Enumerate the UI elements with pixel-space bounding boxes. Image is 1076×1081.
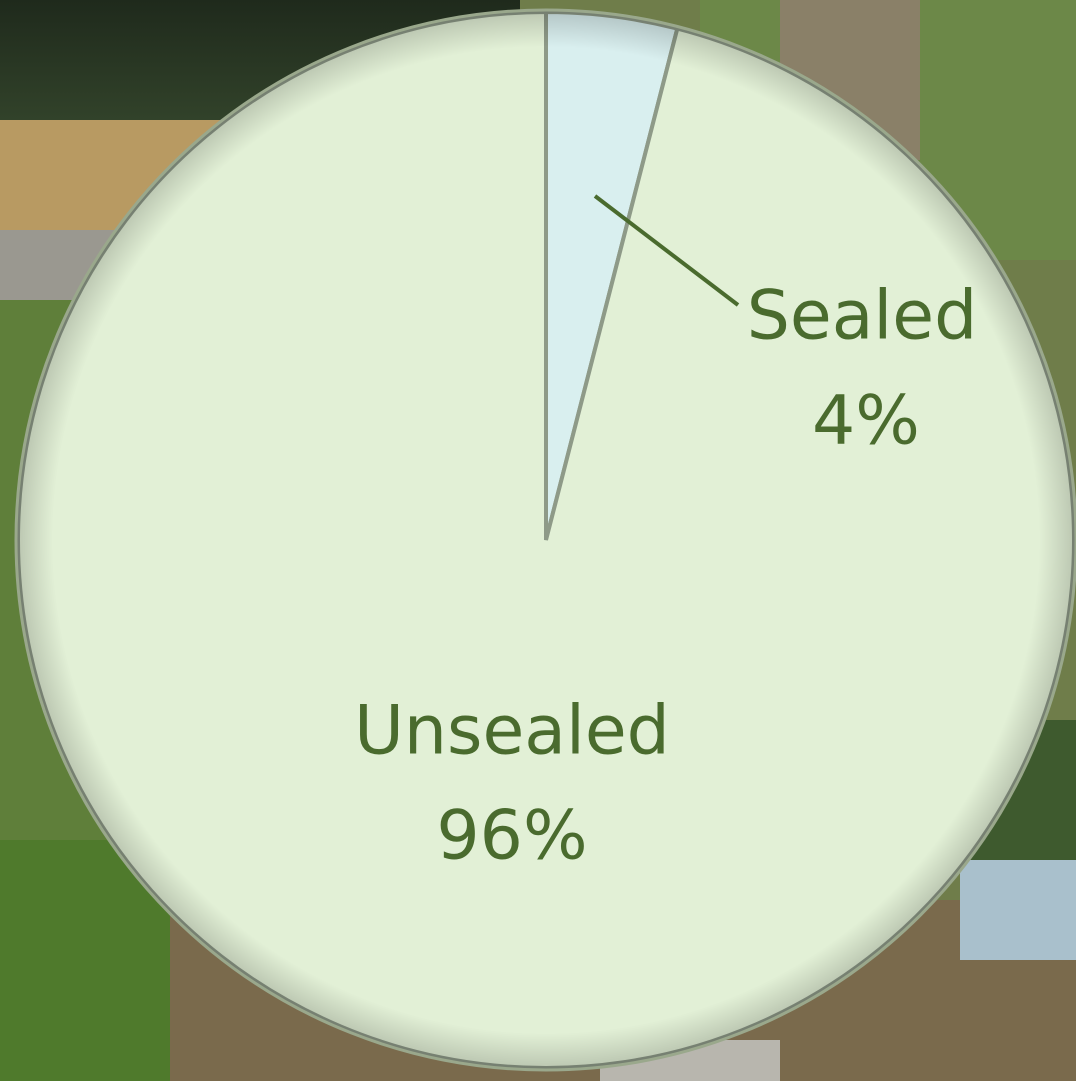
value-label: 96% — [436, 797, 587, 876]
category-label: Unsealed — [354, 692, 670, 771]
category-label: Sealed — [747, 277, 978, 356]
pie-rim — [14, 8, 1076, 1072]
value-label: 4% — [812, 382, 920, 461]
leader-line — [593, 194, 740, 307]
